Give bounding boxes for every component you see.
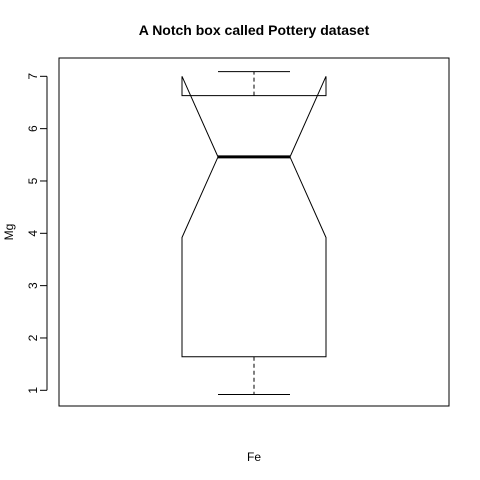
y-tick-label: 7 <box>26 73 40 80</box>
x-axis-label: Fe <box>247 450 261 464</box>
y-tick-label: 1 <box>26 387 40 394</box>
y-tick-label: 5 <box>26 177 40 184</box>
y-tick-label: 6 <box>26 125 40 132</box>
plot-frame <box>58 57 450 407</box>
y-axis-label: Mg <box>2 224 16 241</box>
y-axis: 1 2 3 4 5 6 7 <box>26 73 48 394</box>
y-tick-label: 4 <box>26 230 40 237</box>
y-tick-label: 3 <box>26 282 40 289</box>
y-tick-label: 2 <box>26 334 40 341</box>
notched-box <box>181 76 327 358</box>
box-layer <box>181 71 327 395</box>
chart-title: A Notch box called Pottery dataset <box>139 22 370 38</box>
